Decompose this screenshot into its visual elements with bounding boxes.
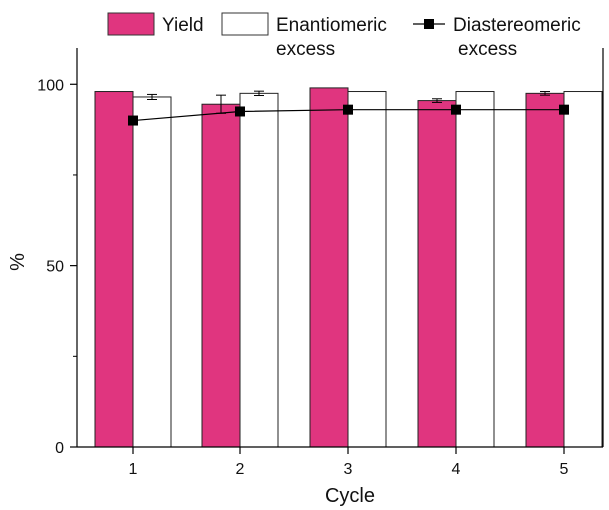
point-diastereomeric-excess-cycle-1 xyxy=(128,115,138,126)
x-tick-label-1: 1 xyxy=(129,461,138,478)
legend-label-yield: Yield xyxy=(162,15,204,36)
bar-enantiomeric-excess-cycle-2 xyxy=(239,92,279,448)
legend-label-enantiomeric-excess-line1: Enantiomeric xyxy=(276,15,387,36)
point-diastereomeric-excess-cycle-2 xyxy=(235,106,245,117)
bar-enantiomeric-excess-cycle-3 xyxy=(347,91,387,448)
x-axis-title: Cycle xyxy=(325,485,375,507)
x-tick-label-2: 2 xyxy=(236,461,245,478)
point-diastereomeric-excess-cycle-3 xyxy=(343,104,353,115)
bar-yield-cycle-3 xyxy=(309,87,349,448)
bar-yield-cycle-5 xyxy=(525,92,565,448)
point-diastereomeric-excess-cycle-4 xyxy=(451,104,461,115)
point-diastereomeric-excess-cycle-5 xyxy=(559,104,569,115)
y-axis-title: % xyxy=(7,253,29,271)
legend-marker-diastereomeric-excess xyxy=(424,19,434,29)
bar-yield-cycle-1 xyxy=(94,91,134,448)
bar-enantiomeric-excess-cycle-1 xyxy=(132,96,172,448)
bar-enantiomeric-excess-cycle-4 xyxy=(455,91,495,448)
bars-group xyxy=(94,87,603,448)
error-bars-group xyxy=(147,90,550,114)
y-tick-label-50: 50 xyxy=(46,259,64,276)
bar-enantiomeric-excess-cycle-5 xyxy=(563,91,603,448)
legend-label-enantiomeric-excess-line2: excess xyxy=(276,39,335,60)
legend-swatch-enantiomeric-excess xyxy=(221,12,269,36)
x-tick-label-4: 4 xyxy=(452,461,461,478)
bar-yield-cycle-4 xyxy=(417,100,457,448)
diastereomeric-line-group xyxy=(128,104,569,126)
legend-label-diastereomeric-excess-line2: excess xyxy=(458,39,517,60)
y-ticks-group: 0 50 100 xyxy=(37,77,77,457)
axes xyxy=(76,48,604,448)
x-tick-label-3: 3 xyxy=(344,461,353,478)
legend: Yield Enantiomeric excess Diastereomeric… xyxy=(107,12,581,60)
x-ticks-group: 1 2 3 4 5 xyxy=(129,447,569,478)
y-tick-label-0: 0 xyxy=(55,440,64,457)
legend-swatch-yield xyxy=(107,12,155,36)
legend-label-diastereomeric-excess-line1: Diastereomeric xyxy=(453,15,581,36)
y-tick-label-100: 100 xyxy=(37,77,64,94)
x-tick-label-5: 5 xyxy=(560,461,569,478)
bar-yield-cycle-2 xyxy=(201,103,241,448)
